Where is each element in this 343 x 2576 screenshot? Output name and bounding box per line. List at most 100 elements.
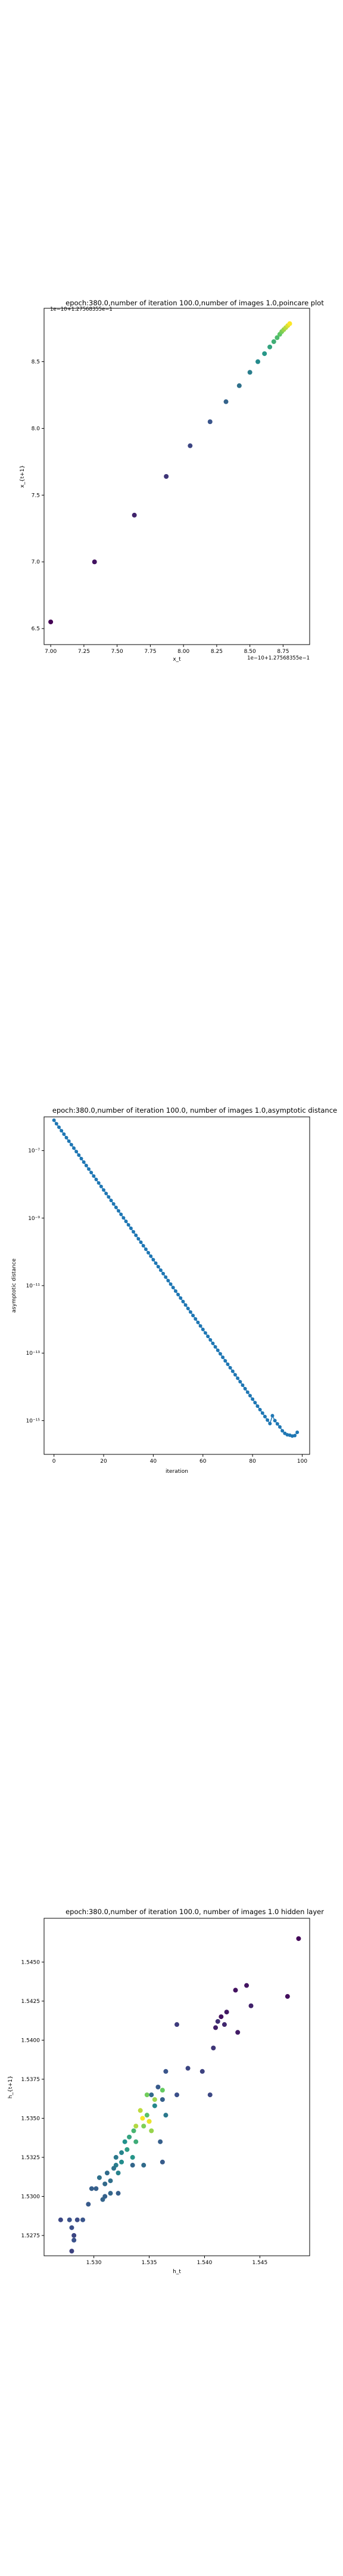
data-point xyxy=(221,1355,225,1360)
data-point xyxy=(207,419,213,425)
data-point xyxy=(241,1383,245,1388)
data-point xyxy=(166,1278,170,1283)
data-point xyxy=(92,1174,96,1178)
data-point xyxy=(243,1386,247,1391)
x-axis-label: h_t xyxy=(173,2269,181,2275)
data-point xyxy=(295,1431,300,1435)
data-point xyxy=(154,1261,158,1265)
data-series xyxy=(52,1118,300,1438)
data-point xyxy=(102,2181,108,2187)
y-tick-label: 1.5450 xyxy=(21,1959,40,1965)
data-point xyxy=(194,1317,198,1321)
data-point xyxy=(191,1314,195,1318)
data-point xyxy=(99,1184,103,1188)
data-point xyxy=(107,1195,111,1199)
data-point xyxy=(67,2217,72,2222)
data-point xyxy=(216,1348,220,1352)
chart-title: epoch:380.0,number of iteration 100.0,nu… xyxy=(66,299,324,307)
hidden-layer-chart: epoch:380.0,number of iteration 100.0, n… xyxy=(8,1908,324,2275)
chart-title: epoch:380.0,number of iteration 100.0, n… xyxy=(52,1106,337,1114)
data-point xyxy=(111,1202,116,1206)
data-point xyxy=(133,2139,139,2144)
y-tick-label: 10⁻⁹ xyxy=(28,1216,40,1222)
data-point xyxy=(236,1376,240,1380)
data-point xyxy=(238,1380,242,1384)
y-axis-label: h_{t+1} xyxy=(8,2076,14,2098)
data-point xyxy=(277,1425,282,1429)
data-point xyxy=(280,1429,285,1433)
data-point xyxy=(126,1223,130,1227)
data-point xyxy=(198,1324,202,1328)
x-ticks: 0 20 40 60 80 100 xyxy=(52,1454,307,1465)
data-point xyxy=(258,1407,262,1411)
data-point xyxy=(235,2030,241,2035)
data-point xyxy=(62,1132,66,1137)
data-point xyxy=(164,474,169,479)
y-tick-label: 8.5 xyxy=(32,360,40,366)
y-axis-label: asymptotic distance xyxy=(11,1258,17,1312)
data-point xyxy=(186,1306,190,1311)
x-tick-label: 7.00 xyxy=(45,649,57,655)
data-point xyxy=(104,2171,110,2176)
data-point xyxy=(130,2163,135,2168)
data-point xyxy=(230,1369,235,1373)
y-tick-label: 1.5400 xyxy=(21,2038,40,2044)
data-point xyxy=(146,2119,152,2124)
data-point xyxy=(132,1230,136,1234)
data-point xyxy=(275,1422,279,1426)
x-tick-label: 100 xyxy=(297,1459,307,1465)
asymptotic-distance-chart: epoch:380.0,number of iteration 100.0, n… xyxy=(11,1106,337,1475)
data-point xyxy=(117,1209,121,1213)
axes-frame xyxy=(43,308,310,645)
y-tick-label: 7.5 xyxy=(32,493,40,499)
y-tick-label: 1.5350 xyxy=(21,2116,40,2122)
data-point xyxy=(233,1987,238,1993)
y-tick-label: 1.5325 xyxy=(21,2155,40,2161)
data-points xyxy=(48,321,292,624)
y-tick-label: 8.0 xyxy=(32,426,40,432)
y-offset-label: 1e−10+1.27568355e−1 xyxy=(50,306,113,312)
x-tick-label: 8.50 xyxy=(244,649,256,655)
data-point xyxy=(134,1233,138,1237)
data-point xyxy=(218,1352,222,1356)
data-point xyxy=(119,2150,124,2156)
data-point xyxy=(80,2217,86,2222)
x-ticks: 7.00 7.25 7.50 7.75 8.00 8.25 8.50 8.75 xyxy=(45,645,289,655)
data-point xyxy=(173,1289,177,1293)
data-point xyxy=(185,2066,191,2071)
x-tick-label: 20 xyxy=(100,1459,107,1465)
x-axis-label: iteration xyxy=(166,1469,188,1475)
data-point xyxy=(124,2147,130,2152)
data-point xyxy=(244,1983,250,1988)
data-point xyxy=(223,399,229,404)
data-point xyxy=(163,2069,169,2074)
data-point xyxy=(164,1275,168,1279)
data-point xyxy=(67,1139,71,1143)
x-tick-label: 1.535 xyxy=(142,2260,157,2266)
data-point xyxy=(213,1345,217,1349)
data-point xyxy=(222,2022,227,2027)
data-point xyxy=(219,2014,224,2020)
x-tick-label: 60 xyxy=(199,1459,207,1465)
data-point xyxy=(102,1188,106,1192)
data-point xyxy=(152,2097,157,2102)
data-point xyxy=(93,2186,99,2191)
data-point xyxy=(144,1247,148,1251)
data-point xyxy=(223,1359,227,1363)
data-point xyxy=(116,2171,121,2176)
x-tick-label: 1.540 xyxy=(197,2260,213,2266)
data-point xyxy=(207,2092,213,2098)
data-point xyxy=(108,2178,113,2184)
data-point xyxy=(129,1226,133,1230)
data-point xyxy=(127,2134,132,2140)
poincare-chart: epoch:380.0,number of iteration 100.0,nu… xyxy=(20,299,324,662)
data-point xyxy=(86,2202,91,2207)
data-point xyxy=(160,2088,165,2093)
data-point xyxy=(113,2154,119,2160)
data-point xyxy=(87,1167,91,1171)
data-point xyxy=(111,2166,117,2171)
data-point xyxy=(121,1216,126,1220)
y-tick-label: 10⁻¹⁵ xyxy=(26,1418,40,1424)
data-point xyxy=(139,1240,143,1244)
